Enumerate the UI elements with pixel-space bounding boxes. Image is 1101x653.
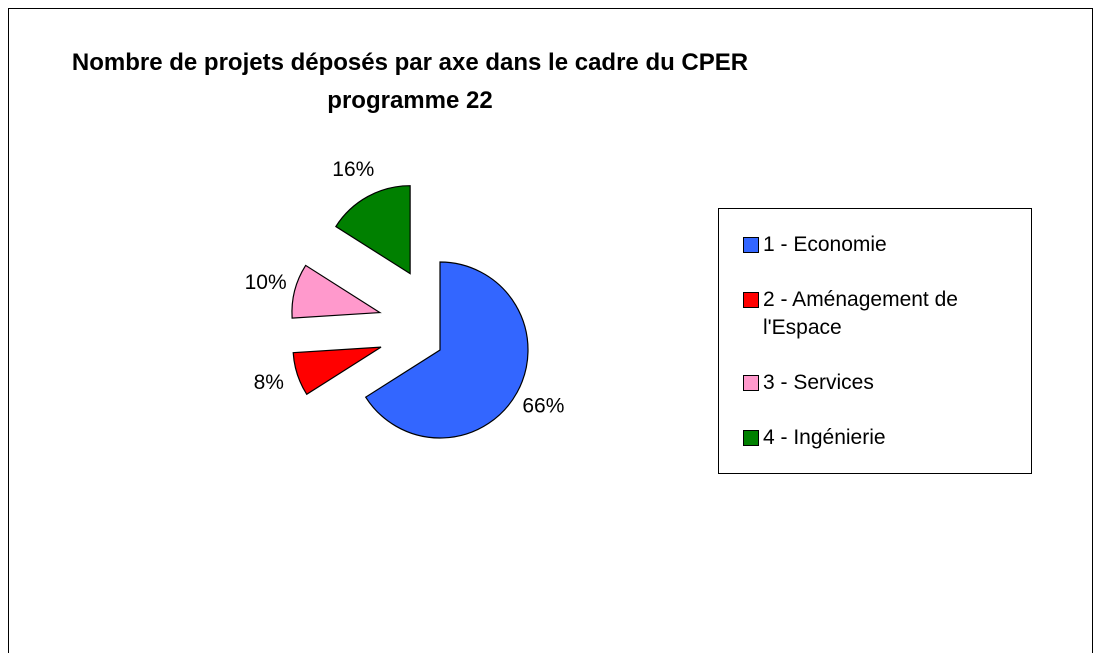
pie-slice	[335, 185, 411, 275]
pie-slice	[291, 264, 382, 319]
legend-label: 4 - Ingénierie	[763, 425, 886, 449]
legend-swatch	[743, 429, 759, 446]
legend-item: 2 - Aménagement de l'Espace	[743, 286, 1013, 342]
legend-item: 3 - Services	[743, 369, 1013, 397]
legend-item: 4 - Ingénierie	[743, 424, 1013, 452]
legend-label: 2 - Aménagement de l'Espace	[763, 287, 958, 339]
legend-label: 1 - Economie	[763, 232, 887, 256]
legend-label: 3 - Services	[763, 370, 874, 394]
data-label: 10%	[245, 271, 287, 294]
legend-item: 1 - Economie	[743, 231, 1013, 259]
legend: 1 - Economie 2 - Aménagement de l'Espace 3…	[718, 208, 1032, 474]
chart-title: Nombre de projets déposés par axe dans l…	[71, 49, 749, 114]
data-label: 16%	[332, 158, 374, 181]
legend-swatch	[743, 374, 759, 391]
pie-slice	[364, 261, 529, 439]
data-label: 66%	[522, 394, 564, 417]
data-label: 8%	[254, 371, 284, 394]
chart-frame	[8, 8, 1093, 653]
legend-swatch	[743, 236, 759, 253]
pie-slice	[292, 346, 382, 396]
legend-swatch	[743, 291, 759, 308]
